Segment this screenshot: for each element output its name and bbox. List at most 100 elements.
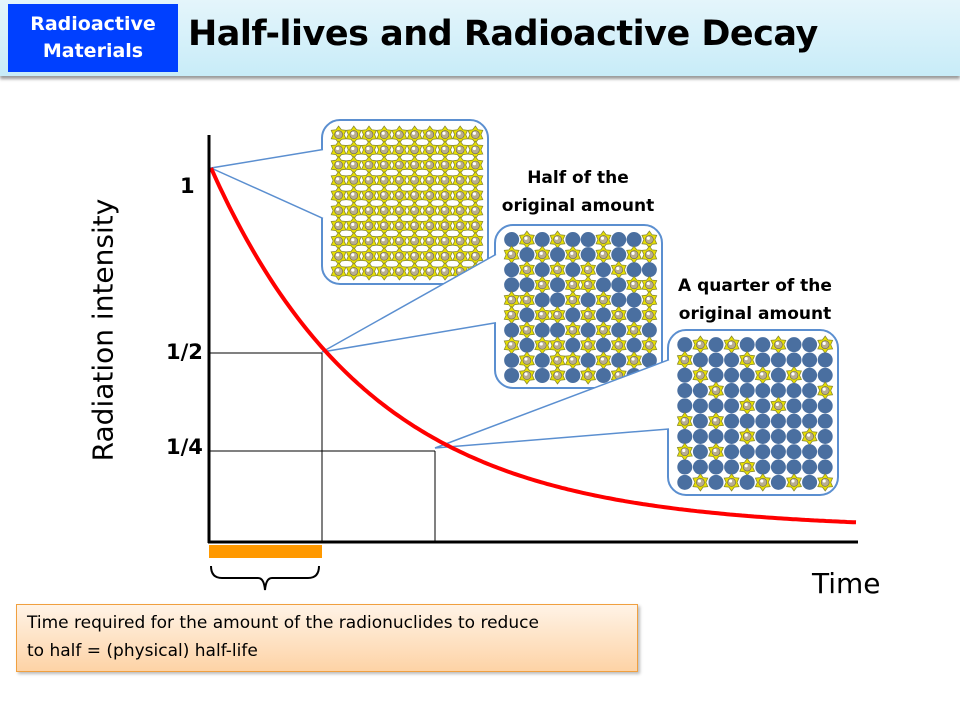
decayed-atom	[770, 444, 786, 460]
radioactive-atom-icon	[801, 427, 818, 446]
radioactive-atom-icon	[723, 473, 740, 492]
y-tick-1: 1	[180, 174, 195, 198]
radioactive-atom-icon	[406, 171, 423, 190]
decayed-atom	[755, 444, 771, 460]
radioactive-atom-icon	[376, 262, 393, 281]
radioactive-atom-icon	[595, 245, 612, 264]
callout-pointer	[321, 253, 497, 353]
decayed-atom	[550, 292, 566, 308]
decayed-atom	[724, 367, 740, 383]
decayed-atom	[641, 322, 657, 338]
y-axis-label: Radiation intensity	[86, 198, 120, 462]
decayed-atom	[755, 413, 771, 429]
radioactive-atom-icon	[330, 125, 347, 144]
decayed-atom	[802, 367, 818, 383]
y-tick-half: 1/2	[166, 340, 203, 364]
decayed-atom	[802, 413, 818, 429]
decayed-atom	[611, 232, 627, 248]
half-caption: Half of the original amount	[488, 164, 668, 220]
decayed-atom	[550, 322, 566, 338]
radioactive-atom-icon	[503, 245, 520, 264]
page-title: Half-lives and Radioactive Decay	[188, 14, 818, 54]
radioactive-atom-icon	[817, 381, 834, 400]
radioactive-atom-icon	[376, 125, 393, 144]
decayed-atom	[677, 474, 693, 490]
decayed-atom	[786, 337, 802, 353]
half-life-definition: Time required for the amount of the radi…	[16, 604, 638, 672]
radioactive-atom-icon	[641, 305, 658, 325]
decayed-atom	[786, 413, 802, 429]
decayed-atom	[817, 398, 833, 414]
radioactive-atom-icon	[754, 473, 771, 492]
decayed-atom	[817, 444, 833, 460]
radioactive-atom-icon	[361, 125, 377, 144]
decayed-atom	[802, 337, 818, 353]
radioactive-atom-icon	[467, 231, 484, 251]
decayed-atom	[504, 232, 520, 248]
decayed-atom	[534, 352, 550, 368]
radioactive-atom-icon	[361, 155, 377, 175]
decayed-atom	[755, 337, 771, 353]
decayed-atom	[708, 352, 724, 368]
decayed-atom	[677, 459, 693, 475]
decayed-atom	[626, 307, 642, 323]
radioactive-atom-icon	[739, 457, 756, 477]
radioactive-atom-icon	[376, 155, 393, 175]
radioactive-atom-icon	[519, 366, 535, 385]
radioactive-atom-icon	[345, 262, 362, 281]
decayed-atom	[786, 444, 802, 460]
decayed-atom	[708, 367, 724, 383]
decayed-atom	[724, 352, 740, 368]
radioactive-atom-icon	[817, 335, 834, 354]
decayed-atom	[708, 459, 724, 475]
decayed-atom	[739, 413, 755, 429]
note-line1: Time required for the amount of the radi…	[27, 613, 539, 633]
radioactive-atom-icon	[437, 247, 453, 266]
full-amount-callout	[208, 119, 489, 285]
decayed-atom	[786, 459, 802, 475]
decayed-atom	[786, 352, 802, 368]
radioactive-atom-icon	[452, 216, 469, 235]
decayed-atom	[708, 428, 724, 444]
decayed-atom	[786, 383, 802, 399]
radioactive-atom-icon	[676, 411, 693, 431]
quarter-caption-line1: A quarter of the	[678, 276, 832, 296]
decayed-atom	[677, 367, 693, 383]
decayed-atom	[565, 262, 581, 278]
decayed-atom	[504, 352, 520, 368]
decayed-atom	[565, 367, 581, 383]
radioactive-atom-icon	[345, 155, 362, 175]
decayed-atom	[770, 413, 786, 429]
decayed-atom	[595, 307, 611, 323]
decayed-atom	[677, 428, 693, 444]
radioactive-atom-icon	[437, 201, 453, 220]
decayed-atom	[580, 322, 596, 338]
decayed-atom	[692, 459, 708, 475]
radioactive-atom-icon	[406, 155, 423, 175]
decayed-atom	[692, 383, 708, 399]
quarter-caption-line2: original amount	[678, 304, 832, 324]
radioactive-atom-icon	[692, 473, 709, 492]
half-life-bar	[209, 545, 322, 558]
decayed-atom	[611, 292, 627, 308]
decayed-atom	[770, 474, 786, 490]
decayed-atom	[504, 367, 520, 383]
decayed-atom	[595, 277, 611, 293]
decayed-atom	[692, 352, 708, 368]
half-caption-line1: Half of the	[527, 168, 629, 188]
decayed-atom	[724, 459, 740, 475]
radioactive-atom-icon	[437, 140, 453, 159]
decayed-atom	[580, 352, 596, 368]
radioactive-atom-icon	[391, 231, 408, 251]
radioactive-atom-icon	[503, 290, 520, 310]
decayed-atom	[802, 474, 818, 490]
decayed-atom	[708, 398, 724, 414]
radioactive-atom-icon	[361, 186, 377, 205]
radioactive-atom-icon	[580, 366, 597, 385]
callout-pointer	[434, 358, 670, 449]
radioactive-atom-icon	[330, 155, 347, 175]
decayed-atom	[770, 367, 786, 383]
decayed-atom	[724, 444, 740, 460]
x-axis-label: Time	[812, 567, 881, 600]
decayed-atom	[595, 367, 611, 383]
